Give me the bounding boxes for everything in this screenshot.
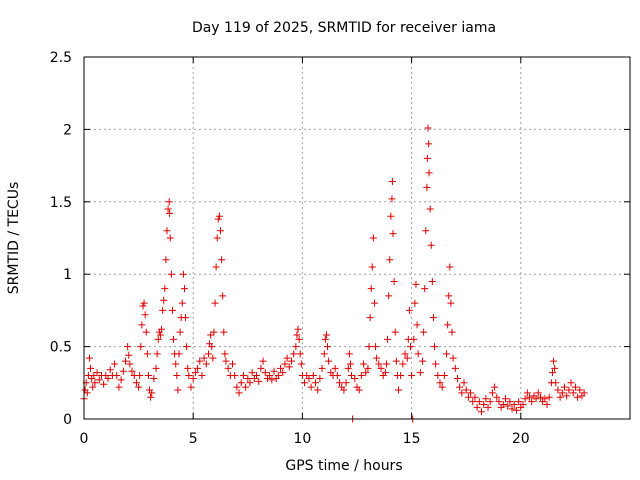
x-tick-label: 10 [293,431,311,447]
y-tick-label: 0 [63,412,72,428]
x-tick-label: 15 [403,431,421,447]
x-axis-label: GPS time / hours [285,458,402,474]
x-tick-label: 5 [189,431,198,447]
y-tick-label: 1.5 [50,195,72,211]
y-tick-label: 1 [63,267,72,283]
chart-background [0,0,640,480]
x-tick-label: 20 [512,431,530,447]
srmtid-scatter-chart: Day 119 of 2025, SRMTID for receiver iam… [0,0,640,480]
y-tick-label: 2.5 [50,50,72,66]
x-tick-label: 0 [80,431,89,447]
y-tick-label: 0.5 [50,340,72,356]
y-tick-label: 2 [63,122,72,138]
y-axis-label: SRMTID / TECUs [6,182,22,295]
chart-title: Day 119 of 2025, SRMTID for receiver iam… [192,20,496,36]
